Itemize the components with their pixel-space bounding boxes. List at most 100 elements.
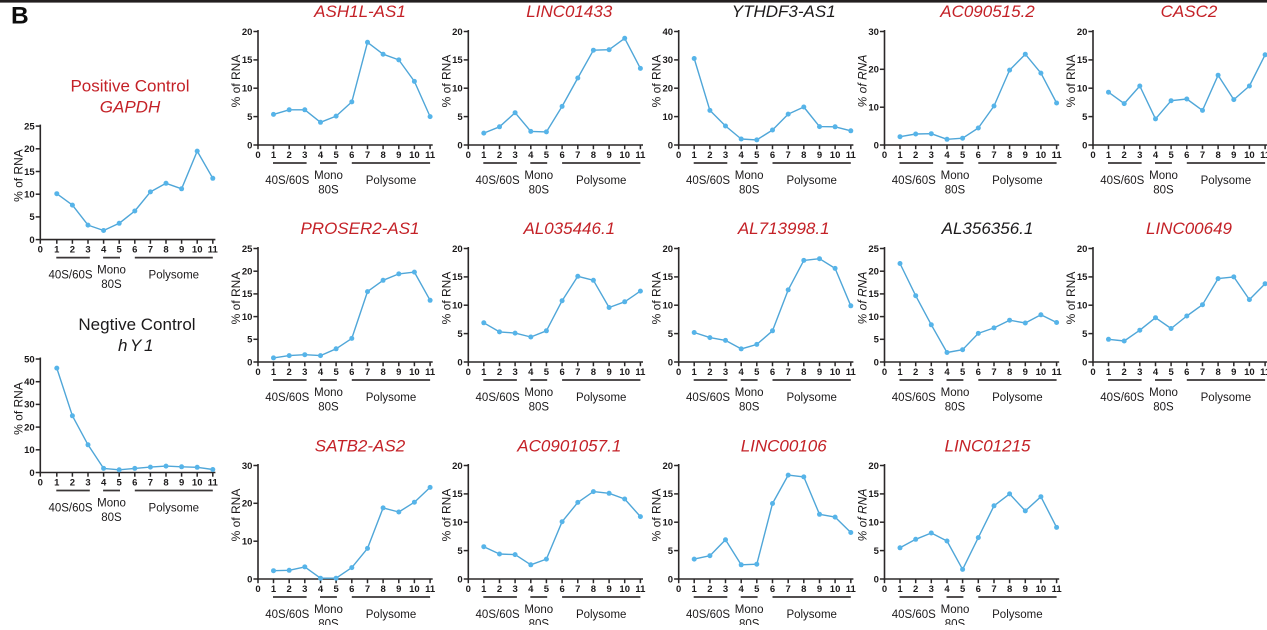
svg-text:Polysome: Polysome [992, 392, 1043, 404]
svg-text:50: 50 [24, 354, 35, 365]
svg-text:Mono: Mono [97, 265, 126, 277]
svg-text:5: 5 [333, 150, 339, 161]
svg-text:10: 10 [1244, 150, 1255, 161]
svg-text:20: 20 [663, 84, 674, 95]
svg-text:Mono: Mono [524, 387, 553, 399]
svg-text:3: 3 [929, 584, 934, 595]
svg-text:3: 3 [512, 367, 517, 378]
svg-text:8: 8 [380, 584, 385, 595]
svg-text:% of RNA: % of RNA [11, 149, 25, 202]
svg-text:Mono: Mono [314, 387, 343, 399]
svg-text:1: 1 [271, 150, 277, 161]
svg-text:7: 7 [786, 367, 791, 378]
svg-text:20: 20 [242, 267, 253, 278]
svg-text:11: 11 [635, 150, 646, 161]
svg-text:2: 2 [1122, 367, 1127, 378]
svg-text:7: 7 [365, 150, 370, 161]
svg-text:8: 8 [1215, 150, 1220, 161]
svg-text:3: 3 [1137, 367, 1142, 378]
svg-text:0: 0 [882, 367, 887, 378]
svg-text:5: 5 [247, 112, 253, 123]
svg-text:2: 2 [70, 477, 75, 488]
svg-text:PROSER2-AS1: PROSER2-AS1 [300, 219, 419, 238]
svg-text:0: 0 [676, 367, 681, 378]
svg-text:10: 10 [1077, 301, 1088, 312]
svg-text:Polysome: Polysome [366, 175, 417, 187]
svg-text:1: 1 [481, 584, 487, 595]
svg-text:30: 30 [868, 27, 879, 38]
svg-text:Negtive Control: Negtive Control [78, 315, 195, 334]
svg-text:10: 10 [619, 584, 630, 595]
svg-text:AC090515.2: AC090515.2 [939, 2, 1035, 21]
svg-text:40S/60S: 40S/60S [1100, 175, 1144, 187]
svg-text:Polysome: Polysome [1201, 392, 1252, 404]
svg-text:3: 3 [723, 584, 728, 595]
svg-text:9: 9 [179, 477, 184, 488]
svg-text:2: 2 [287, 584, 292, 595]
svg-text:0: 0 [38, 477, 43, 488]
svg-text:15: 15 [868, 289, 879, 300]
svg-text:25: 25 [242, 244, 253, 255]
svg-text:AC0901057.1: AC0901057.1 [516, 437, 621, 456]
svg-text:9: 9 [396, 150, 401, 161]
svg-text:6: 6 [1184, 367, 1189, 378]
svg-text:1: 1 [1106, 367, 1112, 378]
svg-text:3: 3 [302, 367, 307, 378]
svg-text:9: 9 [179, 244, 184, 255]
svg-text:0: 0 [882, 150, 887, 161]
svg-text:3: 3 [302, 584, 307, 595]
svg-text:YTHDF3-AS1: YTHDF3-AS1 [732, 2, 836, 21]
svg-text:0: 0 [29, 235, 34, 246]
svg-text:20: 20 [1077, 244, 1088, 255]
svg-text:AL356356.1: AL356356.1 [941, 219, 1034, 238]
svg-text:9: 9 [396, 367, 401, 378]
svg-text:0: 0 [874, 140, 879, 151]
svg-text:15: 15 [663, 272, 674, 283]
svg-text:5: 5 [754, 584, 760, 595]
svg-text:4: 4 [318, 367, 324, 378]
svg-text:2: 2 [497, 367, 502, 378]
svg-text:11: 11 [846, 584, 857, 595]
svg-text:Polysome: Polysome [149, 503, 200, 515]
svg-text:% of RNA: % of RNA [1064, 272, 1078, 325]
svg-text:10: 10 [619, 367, 630, 378]
svg-text:4: 4 [739, 367, 745, 378]
svg-text:Polysome: Polysome [786, 392, 837, 404]
svg-text:Mono: Mono [524, 170, 553, 182]
svg-text:80S: 80S [945, 185, 966, 197]
svg-text:5: 5 [960, 584, 966, 595]
svg-text:1: 1 [271, 367, 277, 378]
svg-text:40S/60S: 40S/60S [265, 175, 309, 187]
svg-text:40S/60S: 40S/60S [892, 609, 936, 621]
svg-text:80S: 80S [318, 402, 339, 414]
svg-text:20: 20 [868, 461, 879, 472]
svg-text:10: 10 [242, 312, 253, 323]
svg-text:6: 6 [349, 584, 354, 595]
svg-text:3: 3 [1137, 150, 1142, 161]
svg-text:9: 9 [606, 584, 611, 595]
svg-text:9: 9 [817, 584, 822, 595]
svg-text:7: 7 [991, 367, 996, 378]
svg-text:5: 5 [874, 335, 880, 346]
svg-text:6: 6 [349, 367, 354, 378]
svg-text:10: 10 [24, 445, 35, 456]
svg-text:10: 10 [242, 537, 253, 548]
svg-text:8: 8 [380, 150, 385, 161]
svg-text:8: 8 [380, 367, 385, 378]
svg-text:6: 6 [976, 584, 981, 595]
svg-text:20: 20 [868, 267, 879, 278]
svg-text:10: 10 [1036, 367, 1047, 378]
svg-text:2: 2 [70, 244, 75, 255]
svg-text:10: 10 [663, 518, 674, 529]
svg-text:25: 25 [868, 244, 879, 255]
svg-text:40: 40 [663, 27, 674, 38]
svg-text:% of RNA: % of RNA [229, 55, 243, 108]
svg-text:40S/60S: 40S/60S [265, 609, 309, 621]
svg-text:80S: 80S [739, 619, 760, 626]
svg-text:3: 3 [929, 367, 934, 378]
svg-text:Mono: Mono [941, 170, 970, 182]
svg-text:1: 1 [692, 584, 698, 595]
svg-text:0: 0 [1082, 357, 1087, 368]
svg-text:0: 0 [1090, 150, 1095, 161]
svg-text:Positive Control: Positive Control [70, 76, 189, 95]
